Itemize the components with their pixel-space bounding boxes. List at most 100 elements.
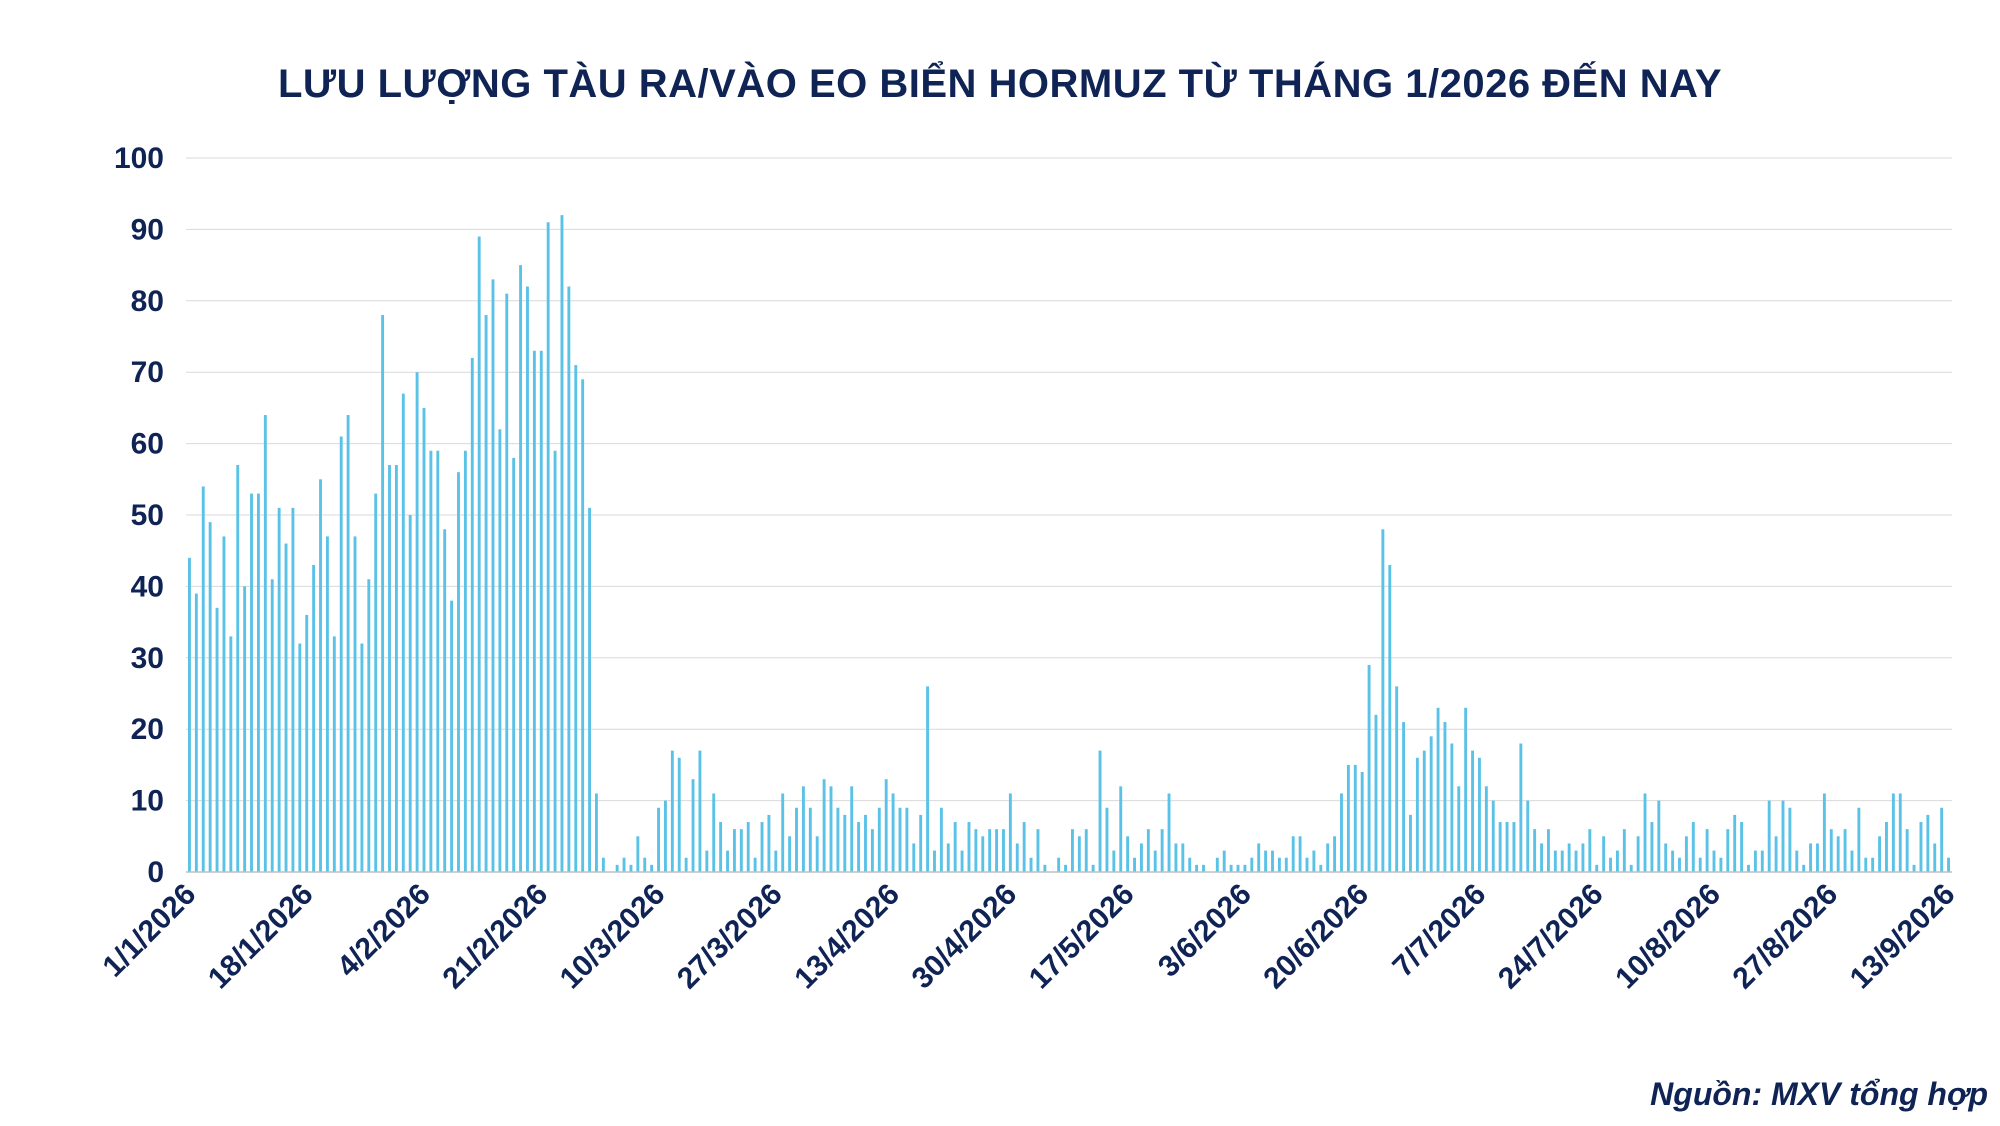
bar [1250,857,1254,872]
bar [1822,793,1826,872]
bar [1836,836,1840,872]
bar [1195,864,1199,872]
y-tick-label: 20 [131,713,164,746]
bar [981,836,985,872]
bar [1947,857,1950,872]
bar [367,579,371,872]
bar [1243,864,1247,872]
bar [1464,707,1468,872]
bar [1091,864,1095,872]
bar [463,450,467,872]
bar [1478,757,1481,872]
bar [1422,750,1426,872]
bar [229,636,233,872]
bar [194,593,198,872]
bars [188,215,1950,873]
bar [1326,843,1330,872]
bar [1457,786,1461,872]
bar [1850,850,1854,872]
bar [1174,843,1178,872]
bar [1264,850,1268,872]
bar [1450,743,1454,872]
bar [1526,800,1530,872]
bar [1498,822,1502,872]
bar [1202,864,1205,872]
bar [1588,829,1592,872]
bar [1753,850,1757,872]
bar [967,822,971,872]
bar [1388,564,1392,872]
bar [850,786,854,872]
bar [1271,850,1274,872]
bar [1146,829,1150,872]
bar [1139,843,1143,872]
x-tick-label: 13/9/2026 [1844,878,1962,996]
bar [615,864,619,872]
bar [622,857,626,872]
bar [995,829,999,872]
bar [1353,764,1357,872]
bar [1491,800,1495,872]
bar [1002,829,1005,872]
bar [1684,836,1688,872]
bar [988,829,992,872]
bar [1719,857,1723,872]
bar [1629,864,1633,872]
bar [1726,829,1730,872]
bar [1305,857,1309,872]
bar [1346,764,1350,872]
bar [519,265,523,873]
bar [1767,800,1771,872]
bar [1622,829,1626,872]
source-note: Nguồn: MXV tổng hợp [1650,1076,1988,1112]
bar [1429,736,1433,872]
bar [1008,793,1012,872]
bar [877,807,881,872]
x-tick-label: 7/7/2026 [1386,878,1492,984]
bar [505,293,509,872]
bar [1319,864,1323,872]
bar [912,843,916,872]
bar [277,507,281,872]
bar [1774,836,1778,872]
bar [546,222,550,872]
bar [243,586,247,872]
bar [1843,829,1847,872]
bar [332,636,336,872]
bar [408,515,412,872]
bar [208,522,212,872]
bar [1298,836,1302,872]
bar [429,450,433,872]
bar [691,779,695,872]
bar [1098,750,1102,872]
bar [795,807,798,872]
bar [636,836,640,872]
bar [1402,722,1406,872]
x-tick-label: 24/7/2026 [1492,878,1610,996]
bar [836,807,840,872]
bar [684,857,688,872]
bar [926,686,930,872]
bar [1747,864,1750,872]
bar [1222,850,1226,872]
bar [360,643,364,872]
bar [1409,814,1412,872]
bar [746,822,750,872]
bar [905,807,909,872]
bar [1602,836,1606,872]
x-tick-label: 21/2/2026 [437,878,555,996]
bar [256,493,260,872]
bar [1885,822,1888,872]
bar [1284,857,1288,872]
bar [526,286,529,872]
bar [284,543,288,872]
bar [1443,722,1447,872]
bar [1788,807,1792,872]
bar [581,379,585,872]
bar [1919,822,1923,872]
bar [1650,822,1654,872]
bar [843,814,847,872]
x-axis-ticks: 1/1/2026 18/1/2026 4/2/2026 21/2/2026 10/3/2… [96,878,1961,996]
bar [1077,836,1081,872]
bar [767,814,771,872]
